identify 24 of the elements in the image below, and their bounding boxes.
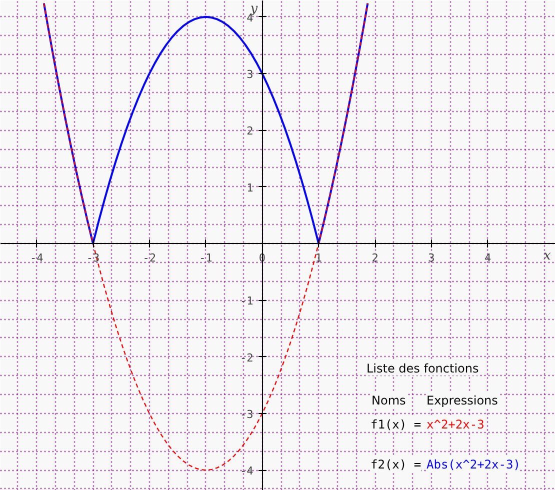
annotation: Abs(x^2+2x-3) (426, 458, 520, 472)
y-tick-label: -1 (240, 294, 254, 308)
x-tick-label: 4 (484, 252, 492, 265)
x-tick-label: -1 (199, 252, 212, 265)
x-tick-label: 3 (428, 252, 435, 265)
x-tick-label: 1 (315, 252, 322, 265)
line-series (42, 2, 369, 245)
y-tick-label: 1 (246, 181, 254, 194)
y-tick-label: 2 (246, 124, 254, 138)
x-tick-label: -2 (142, 252, 156, 265)
annotation: Noms (372, 394, 406, 408)
x-axis-title: x (544, 248, 552, 264)
y-tick-label: 3 (246, 68, 254, 82)
y-tick-label: -2 (240, 351, 254, 364)
annotation: f2(x) = (370, 458, 422, 472)
annotation: Liste des fonctions (366, 362, 479, 376)
annotation: Expressions (426, 394, 498, 408)
annotation: x^2+2x-3 (426, 418, 484, 432)
y-tick-label: -3 (240, 408, 254, 421)
x-tick-label: -4 (30, 252, 44, 265)
annotation: f1(x) = (370, 418, 422, 432)
y-tick-label: -4 (240, 464, 254, 478)
x-tick-label: 2 (372, 252, 378, 265)
x-tick-label: -3 (86, 252, 100, 265)
